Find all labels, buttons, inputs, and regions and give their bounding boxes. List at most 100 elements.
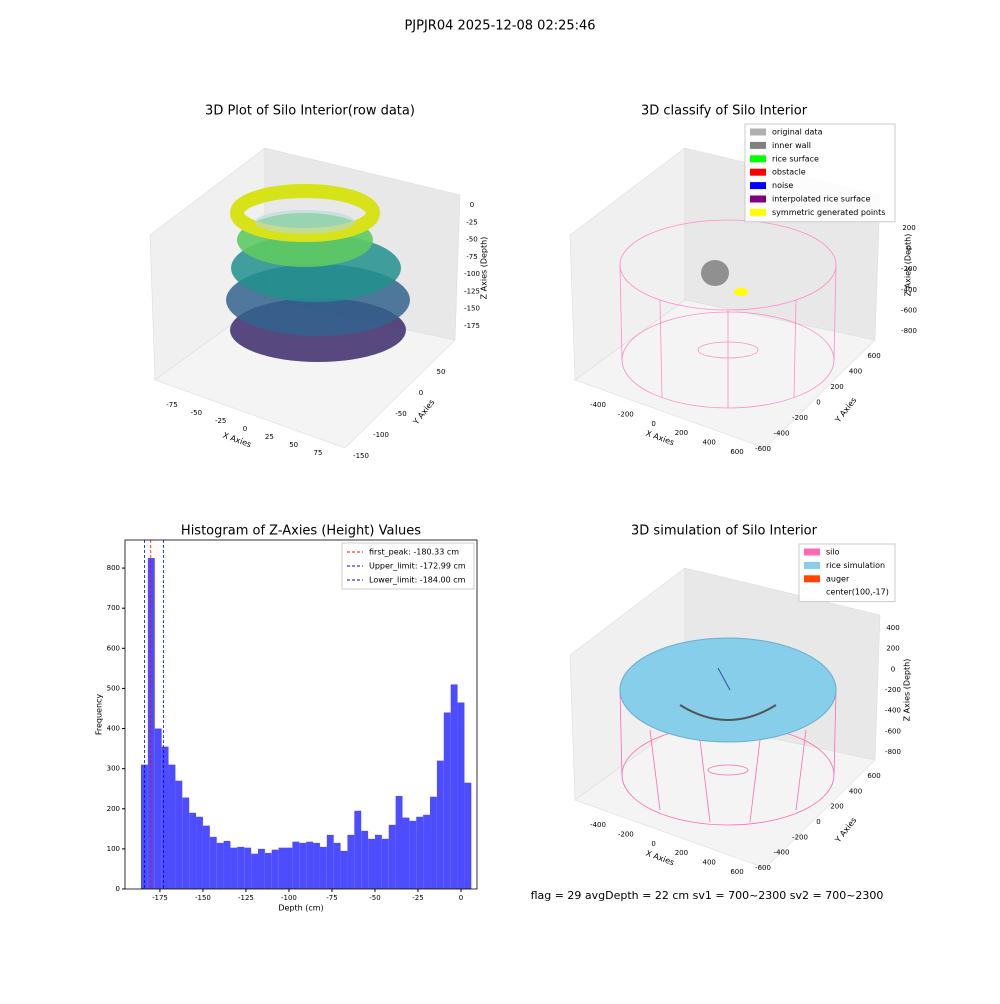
x-tick-label: 0 xyxy=(243,425,247,433)
y-tick-label: 0 xyxy=(816,399,820,407)
x-axis-label: Depth (cm) xyxy=(278,904,323,913)
legend-label: rice surface xyxy=(772,154,819,163)
bar xyxy=(161,746,169,889)
y-tick-label: 400 xyxy=(849,368,862,376)
bar xyxy=(313,842,320,889)
pane xyxy=(574,299,876,449)
z-tick-label: -125 xyxy=(464,287,480,295)
legend-label: original data xyxy=(772,128,823,137)
point-cloud xyxy=(226,184,410,362)
z-tick-label: -150 xyxy=(464,305,480,313)
z-tick-label: -200 xyxy=(901,265,917,273)
auger xyxy=(717,667,731,691)
figure-title: PJPJR04 2025-12-08 02:25:46 xyxy=(404,19,595,34)
bar xyxy=(368,838,375,889)
z-tick-label: -75 xyxy=(466,253,477,261)
bar xyxy=(464,782,472,889)
bar xyxy=(333,842,341,889)
y-tick-label: 600 xyxy=(107,644,120,652)
y-tick-label: 100 xyxy=(107,845,120,853)
bar xyxy=(189,812,197,889)
y-tick-label: -50 xyxy=(395,410,406,418)
bar xyxy=(306,841,314,889)
y-tick-label: 800 xyxy=(107,564,120,572)
y-tick-label: 600 xyxy=(867,772,880,780)
bar xyxy=(264,852,272,889)
y-tick-label: 400 xyxy=(849,787,862,795)
z-tick-label: -400 xyxy=(901,286,917,294)
legend-label: obstacle xyxy=(772,168,806,177)
x-tick-label: -50 xyxy=(191,409,202,417)
subplot-title: 3D classify of Silo Interior xyxy=(641,104,808,119)
legend-label: inner wall xyxy=(772,141,811,150)
y-tick-label: -400 xyxy=(774,430,790,438)
axes-frame xyxy=(124,539,478,890)
bar xyxy=(354,810,362,889)
bar xyxy=(237,846,245,889)
x-tick-label: -175 xyxy=(152,894,168,902)
bar xyxy=(168,764,176,889)
x-tick-label: -25 xyxy=(412,894,423,902)
x-tick-label: 50 xyxy=(289,441,298,449)
y-tick-label: 400 xyxy=(107,725,120,733)
symmetric-points xyxy=(734,288,748,296)
subplot-title: 3D Plot of Silo Interior(row data) xyxy=(205,104,415,119)
bar xyxy=(402,817,410,889)
bar xyxy=(196,816,203,889)
x-tick-label: 25 xyxy=(265,433,274,441)
x-tick-label: -50 xyxy=(369,894,380,902)
legend-swatch xyxy=(804,548,820,556)
y-tick-label: 200 xyxy=(830,803,843,811)
y-tick-label: 600 xyxy=(867,352,880,360)
bar xyxy=(416,816,424,889)
z-tick-label: -800 xyxy=(885,748,901,756)
z-axis-label: Z Axies (Depth) xyxy=(903,659,912,722)
auger-hole xyxy=(679,704,777,721)
bar xyxy=(430,796,437,889)
legend-swatch xyxy=(750,208,766,216)
x-tick-label: -150 xyxy=(195,894,211,902)
legend-label: Lower_limit: -184.00 cm xyxy=(369,576,466,585)
legend-label: silo xyxy=(826,548,840,557)
z-tick-label: -600 xyxy=(885,727,901,735)
rice-surface xyxy=(619,637,837,743)
x-tick-label: 400 xyxy=(703,859,716,867)
z-tick-label: -175 xyxy=(464,322,480,330)
bar xyxy=(409,820,417,889)
z-tick-label: 200 xyxy=(886,645,899,653)
x-tick-label: 600 xyxy=(730,868,743,876)
bar xyxy=(457,702,465,889)
bar xyxy=(388,824,396,889)
x-tick-label: -400 xyxy=(590,821,606,829)
x-tick-label: 200 xyxy=(675,429,688,437)
z-tick-label: -200 xyxy=(885,686,901,694)
pane xyxy=(574,719,876,869)
bar xyxy=(347,834,355,889)
z-tick-label: -100 xyxy=(464,270,480,278)
x-tick-label: -75 xyxy=(166,401,177,409)
legend-box xyxy=(341,542,475,590)
bar xyxy=(374,834,382,889)
silo-wireframe xyxy=(619,219,837,409)
bar xyxy=(395,795,403,889)
y-tick-label: -600 xyxy=(755,445,771,453)
legend-label: noise xyxy=(772,181,793,190)
z-tick-label: 0 xyxy=(891,665,895,673)
subplot-title: Histogram of Z-Axies (Height) Values xyxy=(181,524,421,539)
x-tick-label: 75 xyxy=(314,449,323,457)
legend-label: interpolated rice surface xyxy=(772,195,870,204)
legend-label: symmetric generated points xyxy=(772,208,885,217)
bar xyxy=(244,847,252,889)
legend-swatch xyxy=(750,141,766,149)
bar xyxy=(175,780,183,889)
x-tick-label: 0 xyxy=(651,840,655,848)
x-tick-label: -75 xyxy=(326,894,337,902)
y-tick-label: 300 xyxy=(107,765,120,773)
subplot-title: 3D simulation of Silo Interior xyxy=(631,524,818,539)
bar xyxy=(340,850,348,889)
z-axis-label: Z Axies (Depth) xyxy=(904,234,913,297)
bar xyxy=(251,853,258,889)
bar xyxy=(381,838,389,889)
y-tick-label: -400 xyxy=(774,849,790,857)
